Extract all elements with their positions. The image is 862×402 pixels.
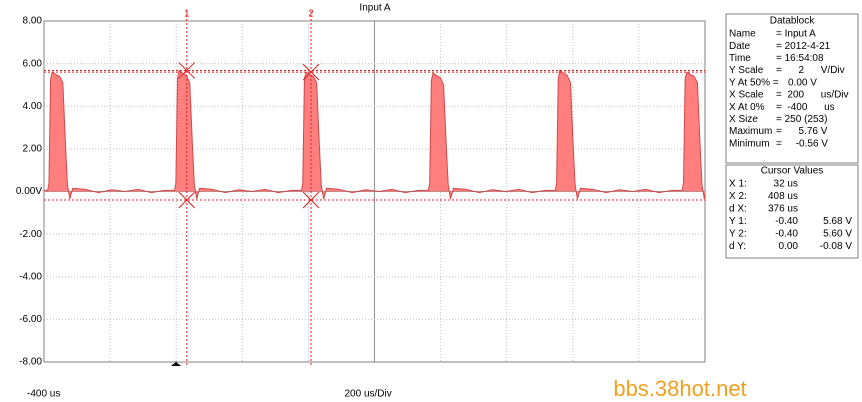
datablock-value: = 2012-4-21 <box>776 41 831 52</box>
datablock-label: Y Scale <box>729 65 764 76</box>
datablock-label: X Size <box>729 114 758 125</box>
cursor-cross <box>178 191 196 209</box>
datablock-label: Date <box>729 41 751 52</box>
cursor-row-value: 408 us <box>768 191 798 202</box>
y-tick-label: -4.00 <box>19 271 42 282</box>
datablock-value: = Input A <box>776 29 816 40</box>
cursor-row-value: 376 us <box>768 204 798 215</box>
datablock-value: = 2 V/Div <box>776 65 845 76</box>
cursor-row-label: d X: <box>729 204 747 215</box>
cursor-row-label: d Y: <box>729 241 746 252</box>
datablock-panel <box>725 13 859 164</box>
x-tick-label: -400 us <box>27 389 60 400</box>
cursor-cross <box>302 191 320 209</box>
datablock-label: Y At 50% = <box>729 77 779 88</box>
x-scale-label: 200 us/Div <box>345 389 392 400</box>
datablock-label: Maximum <box>729 126 772 137</box>
datablock-label: Time <box>729 53 751 64</box>
y-tick-label: -2.00 <box>19 229 42 240</box>
y-tick-label: 4.00 <box>23 101 43 112</box>
trigger-marker <box>171 362 181 366</box>
datablock-label: X At 0% <box>729 102 765 113</box>
datablock-value: = -400 us <box>776 102 835 113</box>
datablock-label: Minimum <box>729 138 770 149</box>
y-tick-label: 0.00V <box>16 186 42 197</box>
datablock-label: Name <box>729 29 756 40</box>
y-tick-label: -8.00 <box>19 357 42 368</box>
cursor-row-label: X 2: <box>729 191 747 202</box>
datablock-value: = 5.76 V <box>776 126 828 137</box>
watermark: bbs.38hot.net <box>613 376 746 401</box>
datablock-value: 0.00 V <box>788 77 817 88</box>
cursor-cross <box>178 62 196 79</box>
cursor-row-value: 32 us <box>774 179 798 190</box>
datablock-value: = -0.56 V <box>776 138 828 149</box>
waveform-line <box>44 69 706 200</box>
cursor-row-label: X 1: <box>729 179 747 190</box>
y-tick-label: 8.00 <box>23 16 43 27</box>
y-tick-label: 2.00 <box>23 144 43 155</box>
cursor-row-value: -0.08 V <box>820 241 853 252</box>
cursor-row-value: 0.00 <box>779 241 799 252</box>
chart-title: Input A <box>359 3 390 14</box>
cursor-row-label: Y 1: <box>729 216 747 227</box>
cursor-label: 2 <box>308 9 314 20</box>
datablock-value: = 200 us/Div <box>776 90 849 101</box>
cursor-cross <box>302 63 320 81</box>
datablock-value: = 16:54:08 <box>776 53 824 64</box>
cursor-title: Cursor Values <box>761 166 824 177</box>
cursor-row-value: 5.68 V <box>823 216 852 227</box>
datablock-title: Datablock <box>770 16 815 27</box>
datablock-value: = 250 (253) <box>776 114 827 125</box>
y-tick-label: -6.00 <box>19 314 42 325</box>
datablock-label: X Scale <box>729 90 764 101</box>
y-tick-label: 6.00 <box>23 58 43 69</box>
cursor-row-value: -0.40 <box>775 216 798 227</box>
cursor-label: 1 <box>184 9 190 20</box>
cursor-row-label: Y 2: <box>729 229 747 240</box>
cursor-row-value: -0.40 <box>775 229 798 240</box>
cursor-panel <box>725 164 859 259</box>
cursor-row-value: 5.60 V <box>823 229 852 240</box>
